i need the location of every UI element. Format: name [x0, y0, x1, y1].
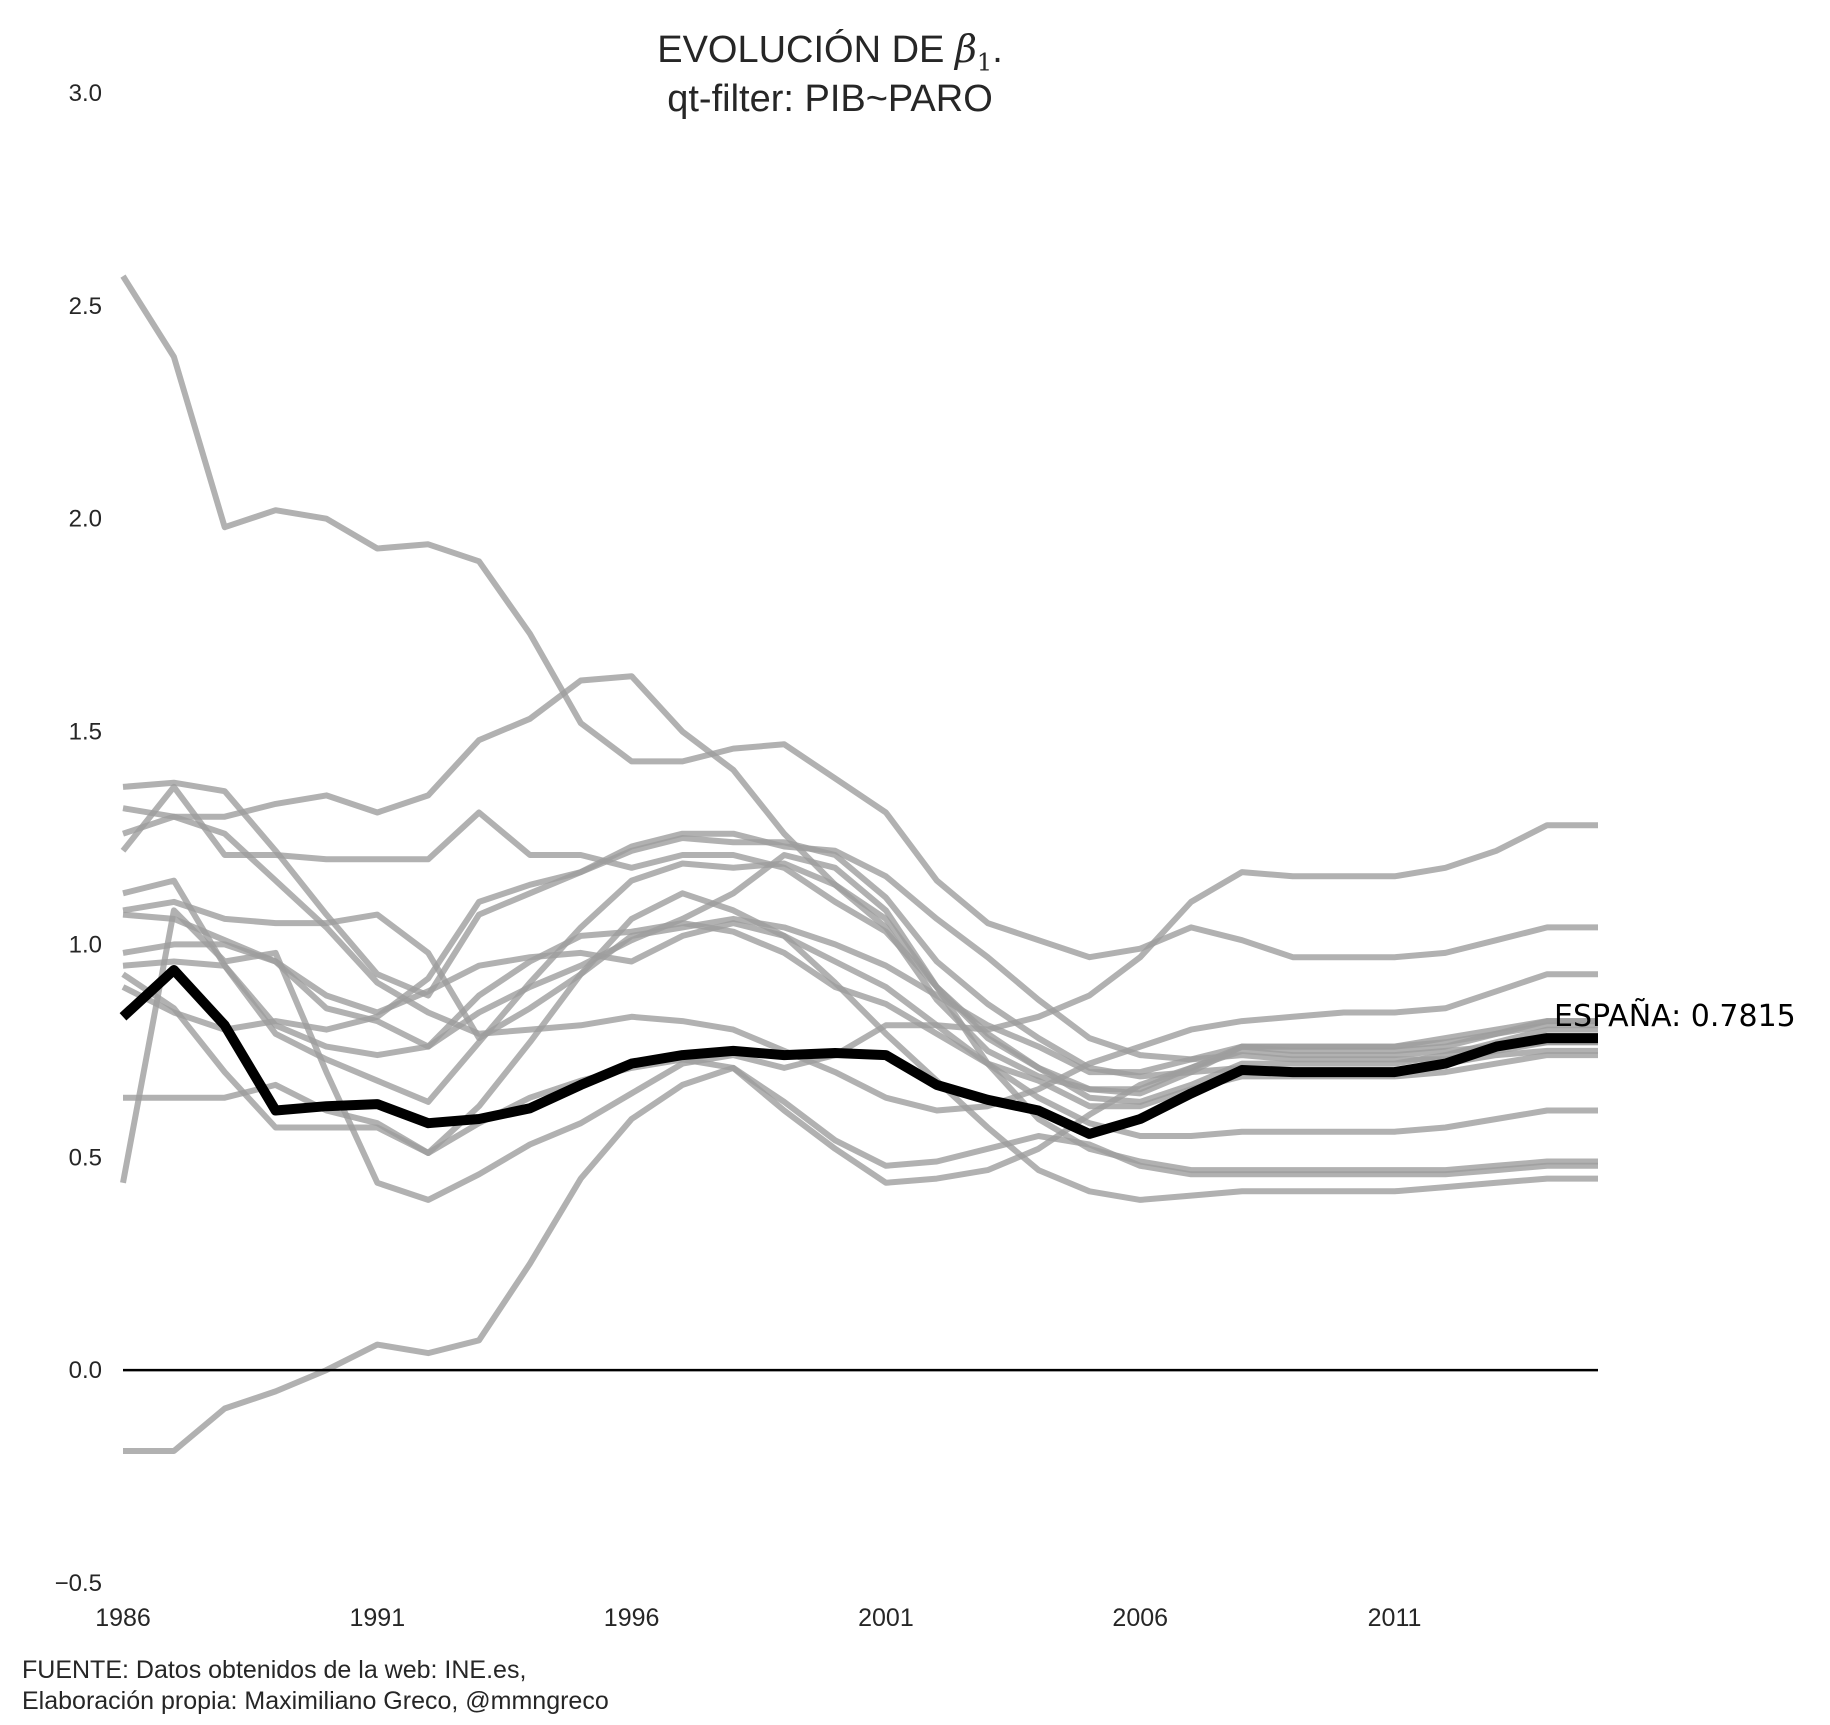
y-tick-label: 0.5 [69, 1144, 102, 1171]
spain-series-group [119, 965, 1598, 1139]
title-suffix: . [992, 29, 1003, 71]
region-series-group [120, 274, 1598, 1454]
chart-subtitle: qt-filter: PIB~PARO [667, 78, 993, 120]
region-series-line [120, 822, 1598, 1203]
region-series-line [122, 779, 1598, 1080]
region-series-line [120, 274, 1598, 961]
title-prefix: EVOLUCIÓN DE [657, 29, 955, 71]
beta-symbol: β1 [954, 27, 992, 75]
region-series-line [122, 860, 1598, 1105]
x-tick-label: 1991 [349, 1604, 405, 1632]
x-tick-label: 2006 [1112, 1604, 1168, 1632]
x-tick-label: 1986 [95, 1604, 151, 1632]
region-series-line [122, 920, 1598, 1139]
source-line-2: Elaboración propia: Maximiliano Greco, @… [22, 1687, 609, 1715]
spain-series-line [119, 965, 1598, 1139]
region-series-line [121, 830, 1598, 1063]
region-series-line [120, 783, 1598, 1105]
source-line-1: FUENTE: Datos obtenidos de la web: INE.e… [22, 1656, 527, 1684]
y-tick-label: −0.5 [55, 1570, 102, 1597]
beta-subscript: 1 [976, 48, 993, 77]
x-tick-label: 2011 [1368, 1604, 1422, 1632]
x-tick-label: 2001 [858, 1604, 914, 1632]
region-series-line [122, 898, 1598, 1076]
y-tick-label: 1.5 [69, 719, 102, 746]
y-tick-label: 2.5 [69, 293, 102, 320]
y-tick-label: 1.0 [69, 931, 102, 958]
beta-letter: β [954, 27, 977, 71]
y-tick-label: 0.0 [69, 1357, 102, 1384]
region-series-line [123, 1056, 1598, 1178]
y-axis-ticks: −0.5 0.0 0.5 1.0 1.5 2.0 2.5 3.0 [55, 80, 102, 1597]
region-series-line [122, 852, 1598, 1174]
region-series-line [121, 890, 1598, 1203]
spain-annotation: ESPAÑA: 0.7815 [1554, 998, 1796, 1034]
region-series-line [122, 805, 1598, 1114]
y-tick-label: 2.0 [69, 506, 102, 533]
chart-title: EVOLUCIÓN DE β1. [480, 30, 1180, 75]
x-axis-ticks: 1986 1991 1996 2001 2006 2011 [95, 1604, 1421, 1632]
region-series-line [123, 1039, 1598, 1454]
x-tick-label: 1996 [604, 1604, 660, 1632]
y-tick-label: 3.0 [69, 80, 102, 107]
source-note: FUENTE: Datos obtenidos de la web: INE.e… [22, 1655, 609, 1717]
